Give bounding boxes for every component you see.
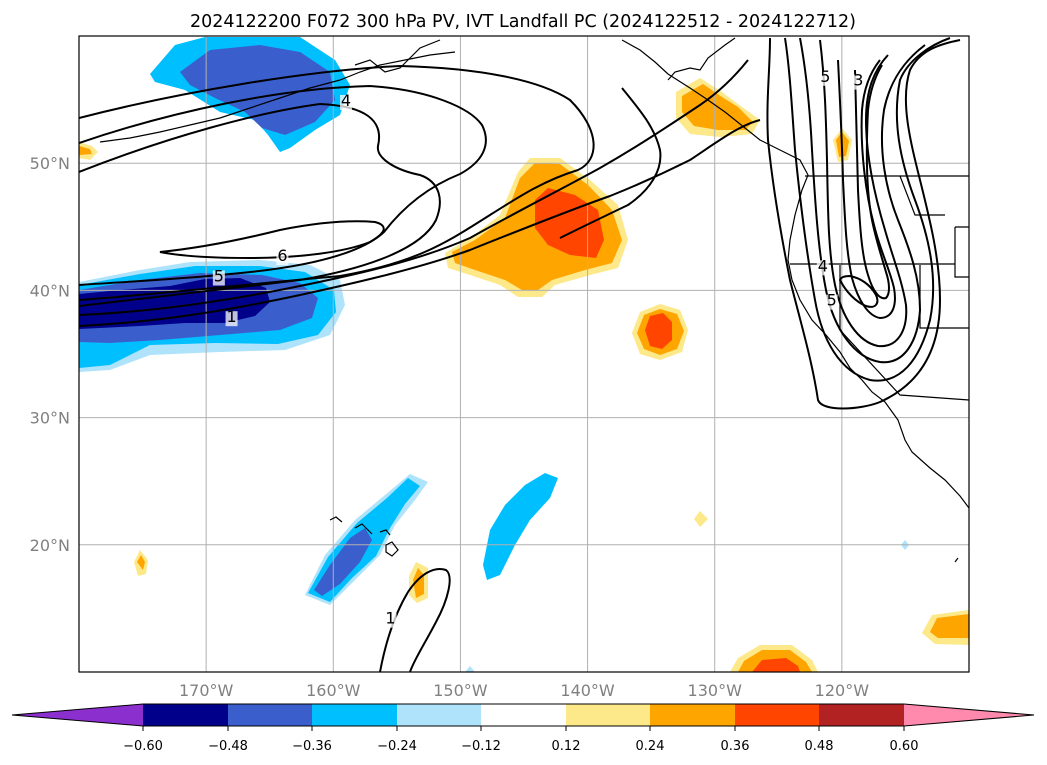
colorbar-segment — [735, 704, 819, 726]
state-border — [954, 226, 969, 278]
contour-line — [838, 274, 879, 308]
colorbar-tick-label: 0.24 — [636, 739, 665, 754]
colorbar-segment — [566, 704, 650, 726]
lon-tick-label: 130°W — [688, 681, 743, 700]
coastline — [354, 39, 441, 73]
island — [354, 523, 373, 535]
colorbar-tick-label: −0.60 — [123, 739, 163, 754]
colorbar-segment — [312, 704, 397, 726]
lon-tick-label: 160°W — [306, 681, 361, 700]
contour-label: 5 — [827, 291, 837, 310]
contour-label-bg — [825, 294, 838, 310]
island — [329, 516, 343, 523]
colorbar-tick-label: 0.12 — [552, 739, 581, 754]
contour-label: 5 — [820, 67, 830, 86]
contour-label-bg — [852, 74, 865, 90]
colorbar-tick-label: 0.48 — [805, 739, 834, 754]
coastline — [667, 37, 736, 81]
contour-label: 3 — [853, 71, 863, 90]
colorbar-segment — [650, 704, 735, 726]
plot-title: 2024122200 F072 300 hPa PV, IVT Landfall… — [190, 12, 856, 32]
contour-label-bg — [276, 250, 289, 266]
contour-line — [766, 37, 961, 410]
longitude-labels: 170°W 160°W 150°W 140°W 130°W 120°W — [179, 681, 869, 700]
coastline — [621, 39, 969, 509]
lon-tick-label: 140°W — [560, 681, 615, 700]
island — [379, 529, 391, 536]
pos-pv-region — [694, 511, 708, 527]
contour-label: 1 — [226, 307, 236, 326]
lon-tick-label: 150°W — [433, 681, 488, 700]
colorbar-tick-label: 0.60 — [890, 739, 919, 754]
neg-pv-region — [465, 666, 475, 672]
map-frame — [78, 35, 970, 673]
contour-line — [559, 87, 662, 239]
contour-line — [159, 220, 385, 260]
contour-label-bg — [384, 612, 397, 628]
pos-pv-region — [137, 555, 145, 570]
neg-pv-region — [180, 45, 335, 135]
colorbar: −0.60 −0.48 −0.36 −0.24 −0.12 0.12 0.24 0.36 0.4… — [11, 703, 1035, 754]
contour-label-bg — [340, 94, 352, 110]
contour-label: 1 — [385, 609, 395, 628]
colorbar-tick-label: 0.36 — [721, 739, 750, 754]
coastline — [99, 51, 456, 143]
contour-label: 4 — [341, 91, 351, 110]
lon-tick-label: 170°W — [179, 681, 234, 700]
pos-pv-region — [752, 658, 800, 672]
state-border — [919, 265, 969, 329]
colorbar-segment — [228, 704, 312, 726]
colorbar-extend-low — [12, 704, 143, 726]
lon-tick-label: 120°W — [815, 681, 870, 700]
contour-label-bg — [819, 70, 832, 86]
pos-pv-region — [930, 614, 969, 638]
pos-pv-region — [645, 313, 672, 349]
map-background — [79, 36, 969, 672]
lat-tick-label: 30°N — [30, 409, 70, 428]
pos-pv-region — [79, 146, 92, 155]
island — [954, 557, 959, 563]
gridlines — [79, 36, 969, 672]
contour-line — [79, 119, 761, 327]
colorbar-segment — [819, 704, 904, 726]
contour-line — [784, 37, 951, 382]
map-panel: 4 6 5 1 1 5 3 4 5 — [78, 35, 970, 673]
lat-tick-label: 20°N — [30, 536, 70, 555]
contour-line — [837, 59, 896, 320]
contour-label-bg — [212, 270, 225, 286]
contour-line — [854, 64, 890, 300]
island — [385, 541, 399, 557]
colorbar-tick-label: −0.12 — [461, 739, 501, 754]
contour-labels: 4 6 5 1 1 5 3 4 5 — [212, 67, 865, 628]
contour-line — [79, 59, 749, 316]
latitude-labels: 20°N 30°N 40°N 50°N — [30, 154, 70, 555]
contour-label: 5 — [214, 266, 224, 285]
state-border — [899, 175, 945, 216]
lat-tick-label: 40°N — [30, 281, 70, 300]
colorbar-segment — [143, 704, 228, 726]
ivt-contours — [79, 37, 961, 672]
lat-tick-label: 50°N — [30, 154, 70, 173]
coastlines — [99, 37, 969, 563]
colorbar-tick-label: −0.24 — [377, 739, 417, 754]
state-border — [839, 265, 969, 401]
neg-pv-region — [483, 473, 558, 580]
colorbar-segment — [397, 704, 481, 726]
contour-line — [79, 102, 441, 307]
contour-label-bg — [225, 311, 238, 327]
contour-line — [799, 37, 926, 364]
colorbar-tick-label: −0.36 — [292, 739, 332, 754]
contour-label: 4 — [818, 256, 828, 275]
contour-line — [79, 84, 487, 286]
contour-label: 6 — [277, 246, 287, 265]
colorbar-segment — [481, 704, 566, 726]
contour-label-bg — [816, 260, 829, 276]
colorbar-tick-label: −0.48 — [208, 739, 248, 754]
colorbar-extend-high — [904, 704, 1034, 726]
